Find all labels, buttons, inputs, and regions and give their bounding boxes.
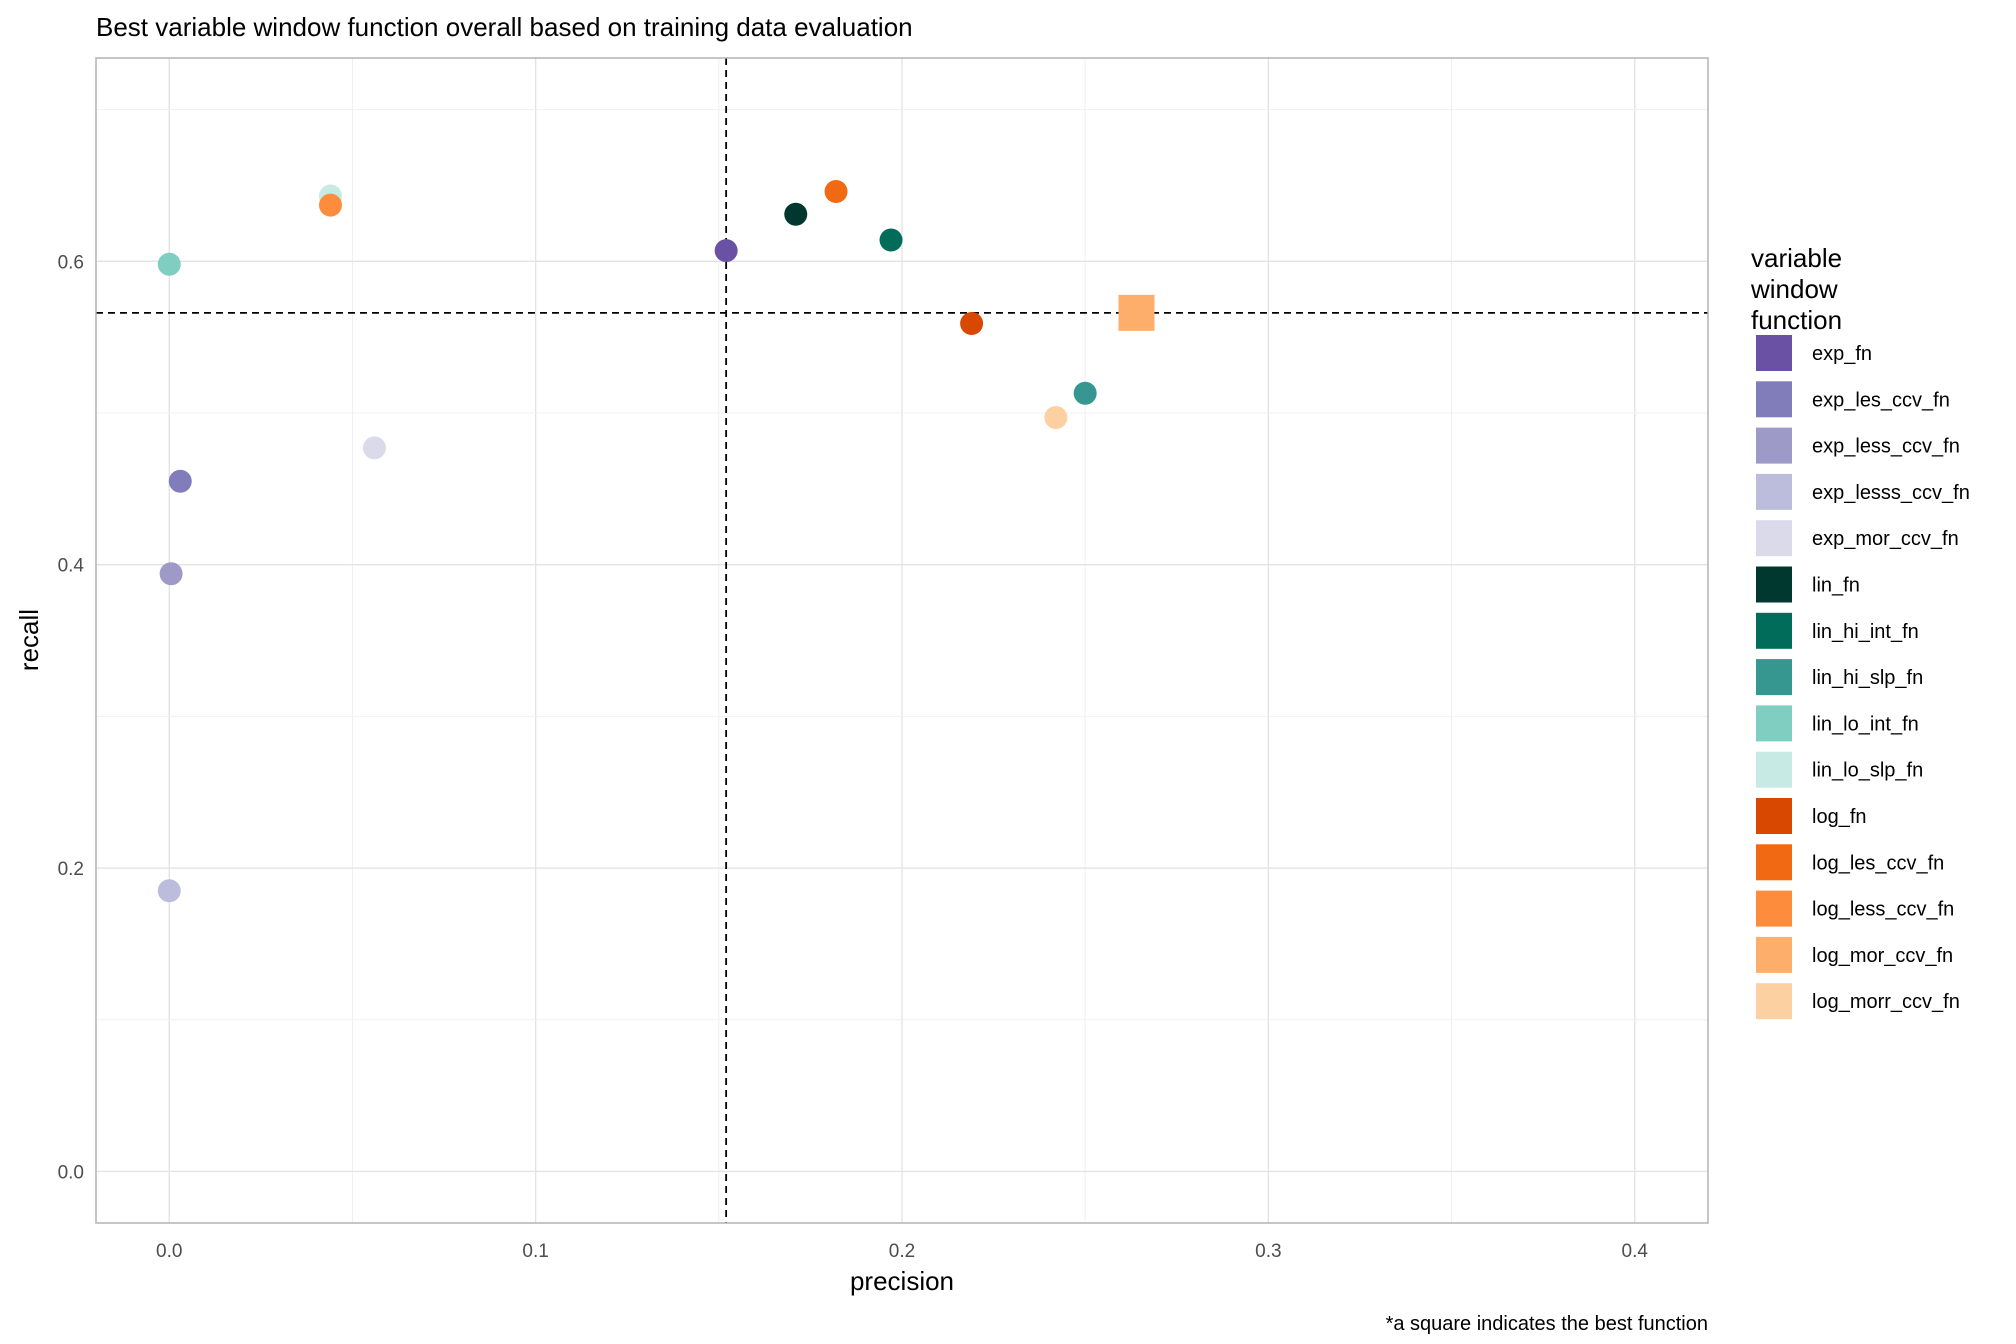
data-point-log-morr-ccv-fn [1044, 406, 1068, 430]
y-tick-label: 0.6 [58, 252, 84, 273]
legend-label: log_les_ccv_fn [1812, 852, 1944, 874]
legend-item: log_mor_ccv_fn [1756, 936, 1953, 973]
legend-item: log_les_ccv_fn [1756, 844, 1944, 881]
x-tick-label: 0.0 [156, 1241, 182, 1262]
data-point-lin-hi-int-fn [879, 228, 903, 252]
legend-swatch [1756, 705, 1792, 742]
data-point-exp-mor-ccv-fn [362, 436, 386, 460]
data-point-log-mor-ccv-fn [1118, 294, 1155, 331]
legend-title-line-3: function [1751, 305, 1842, 335]
legend-label: lin_lo_int_fn [1812, 713, 1919, 735]
legend-label: log_morr_ccv_fn [1812, 991, 1960, 1013]
x-axis-title: precision [850, 1266, 954, 1296]
data-point-log-les-ccv-fn [824, 179, 848, 203]
data-point-exp-less-ccv-fn [159, 562, 183, 586]
y-axis-ticks: 0.0 0.2 0.4 0.6 [58, 252, 85, 1183]
data-point-lin-lo-int-fn [157, 252, 181, 276]
legend-swatch [1756, 427, 1792, 464]
data-point-log-fn [960, 311, 984, 335]
legend-item: lin_hi_int_fn [1756, 612, 1919, 649]
legend-items: exp_fn exp_les_ccv_fn exp_less_ccv_fn exp_l… [1756, 335, 1970, 1020]
grid-lines [96, 58, 1708, 1223]
x-tick-label: 0.1 [522, 1241, 548, 1262]
chart-caption: *a square indicates the best function [1386, 1313, 1708, 1335]
y-axis-title: recall [14, 609, 44, 671]
y-tick-label: 0.0 [58, 1162, 84, 1183]
legend-label: exp_mor_ccv_fn [1812, 528, 1959, 550]
y-tick-label: 0.4 [58, 556, 85, 577]
legend-item: lin_fn [1756, 566, 1860, 603]
legend-label: lin_lo_slp_fn [1812, 760, 1923, 782]
legend-swatch [1756, 612, 1792, 649]
x-axis-ticks: 0.0 0.1 0.2 0.3 0.4 [156, 1241, 1648, 1262]
legend-swatch [1756, 473, 1792, 510]
legend-swatch [1756, 566, 1792, 603]
data-point-lin-fn [784, 202, 808, 226]
legend-swatch [1756, 335, 1792, 371]
legend-label: lin_hi_slp_fn [1812, 667, 1923, 689]
legend-swatch [1756, 936, 1792, 973]
x-tick-label: 0.4 [1622, 1241, 1649, 1262]
legend-item: log_morr_ccv_fn [1756, 983, 1960, 1020]
legend-swatch [1756, 983, 1792, 1020]
legend-title-line-1: variable [1751, 243, 1842, 273]
legend-swatch [1756, 520, 1792, 557]
legend-swatch [1756, 798, 1792, 834]
legend-title-line-2: window [1750, 274, 1838, 304]
data-point-exp-les-ccv-fn [168, 469, 192, 493]
legend-swatch [1756, 844, 1792, 881]
legend-label: lin_fn [1812, 575, 1860, 597]
legend-label: log_less_ccv_fn [1812, 899, 1954, 921]
data-point-lin-hi-slp-fn [1073, 381, 1097, 405]
legend: variable window function exp_fn exp_les_c… [1750, 243, 1970, 1020]
legend-label: exp_fn [1812, 343, 1872, 365]
legend-item: exp_fn [1756, 335, 1872, 371]
legend-label: exp_less_ccv_fn [1812, 436, 1960, 458]
legend-item: log_less_ccv_fn [1756, 890, 1954, 927]
legend-item: exp_mor_ccv_fn [1756, 520, 1959, 557]
legend-swatch [1756, 381, 1792, 418]
legend-item: exp_les_ccv_fn [1756, 381, 1950, 418]
legend-item: log_fn [1756, 798, 1867, 834]
legend-item: exp_less_ccv_fn [1756, 427, 1960, 464]
x-tick-label: 0.3 [1255, 1241, 1281, 1262]
chart-title: Best variable window function overall ba… [96, 12, 913, 42]
legend-item: exp_lesss_ccv_fn [1756, 473, 1970, 510]
plot-border [95, 57, 1709, 1224]
data-point-exp-lesss-ccv-fn [157, 879, 181, 903]
legend-swatch [1756, 751, 1792, 788]
legend-item: lin_lo_slp_fn [1756, 751, 1923, 788]
legend-item: lin_hi_slp_fn [1756, 659, 1923, 696]
y-tick-label: 0.2 [58, 859, 84, 880]
legend-label: exp_les_ccv_fn [1812, 389, 1950, 411]
x-tick-label: 0.2 [889, 1241, 915, 1262]
data-points [157, 179, 1155, 903]
legend-label: log_mor_ccv_fn [1812, 945, 1953, 967]
data-point-log-less-ccv-fn [318, 193, 342, 217]
legend-label: log_fn [1812, 806, 1867, 828]
legend-label: exp_lesss_ccv_fn [1812, 482, 1970, 504]
legend-swatch [1756, 890, 1792, 927]
legend-item: lin_lo_int_fn [1756, 705, 1919, 742]
legend-label: lin_hi_int_fn [1812, 621, 1919, 643]
data-point-exp-fn [714, 239, 738, 263]
legend-swatch [1756, 659, 1792, 696]
plot-area [95, 57, 1709, 1224]
